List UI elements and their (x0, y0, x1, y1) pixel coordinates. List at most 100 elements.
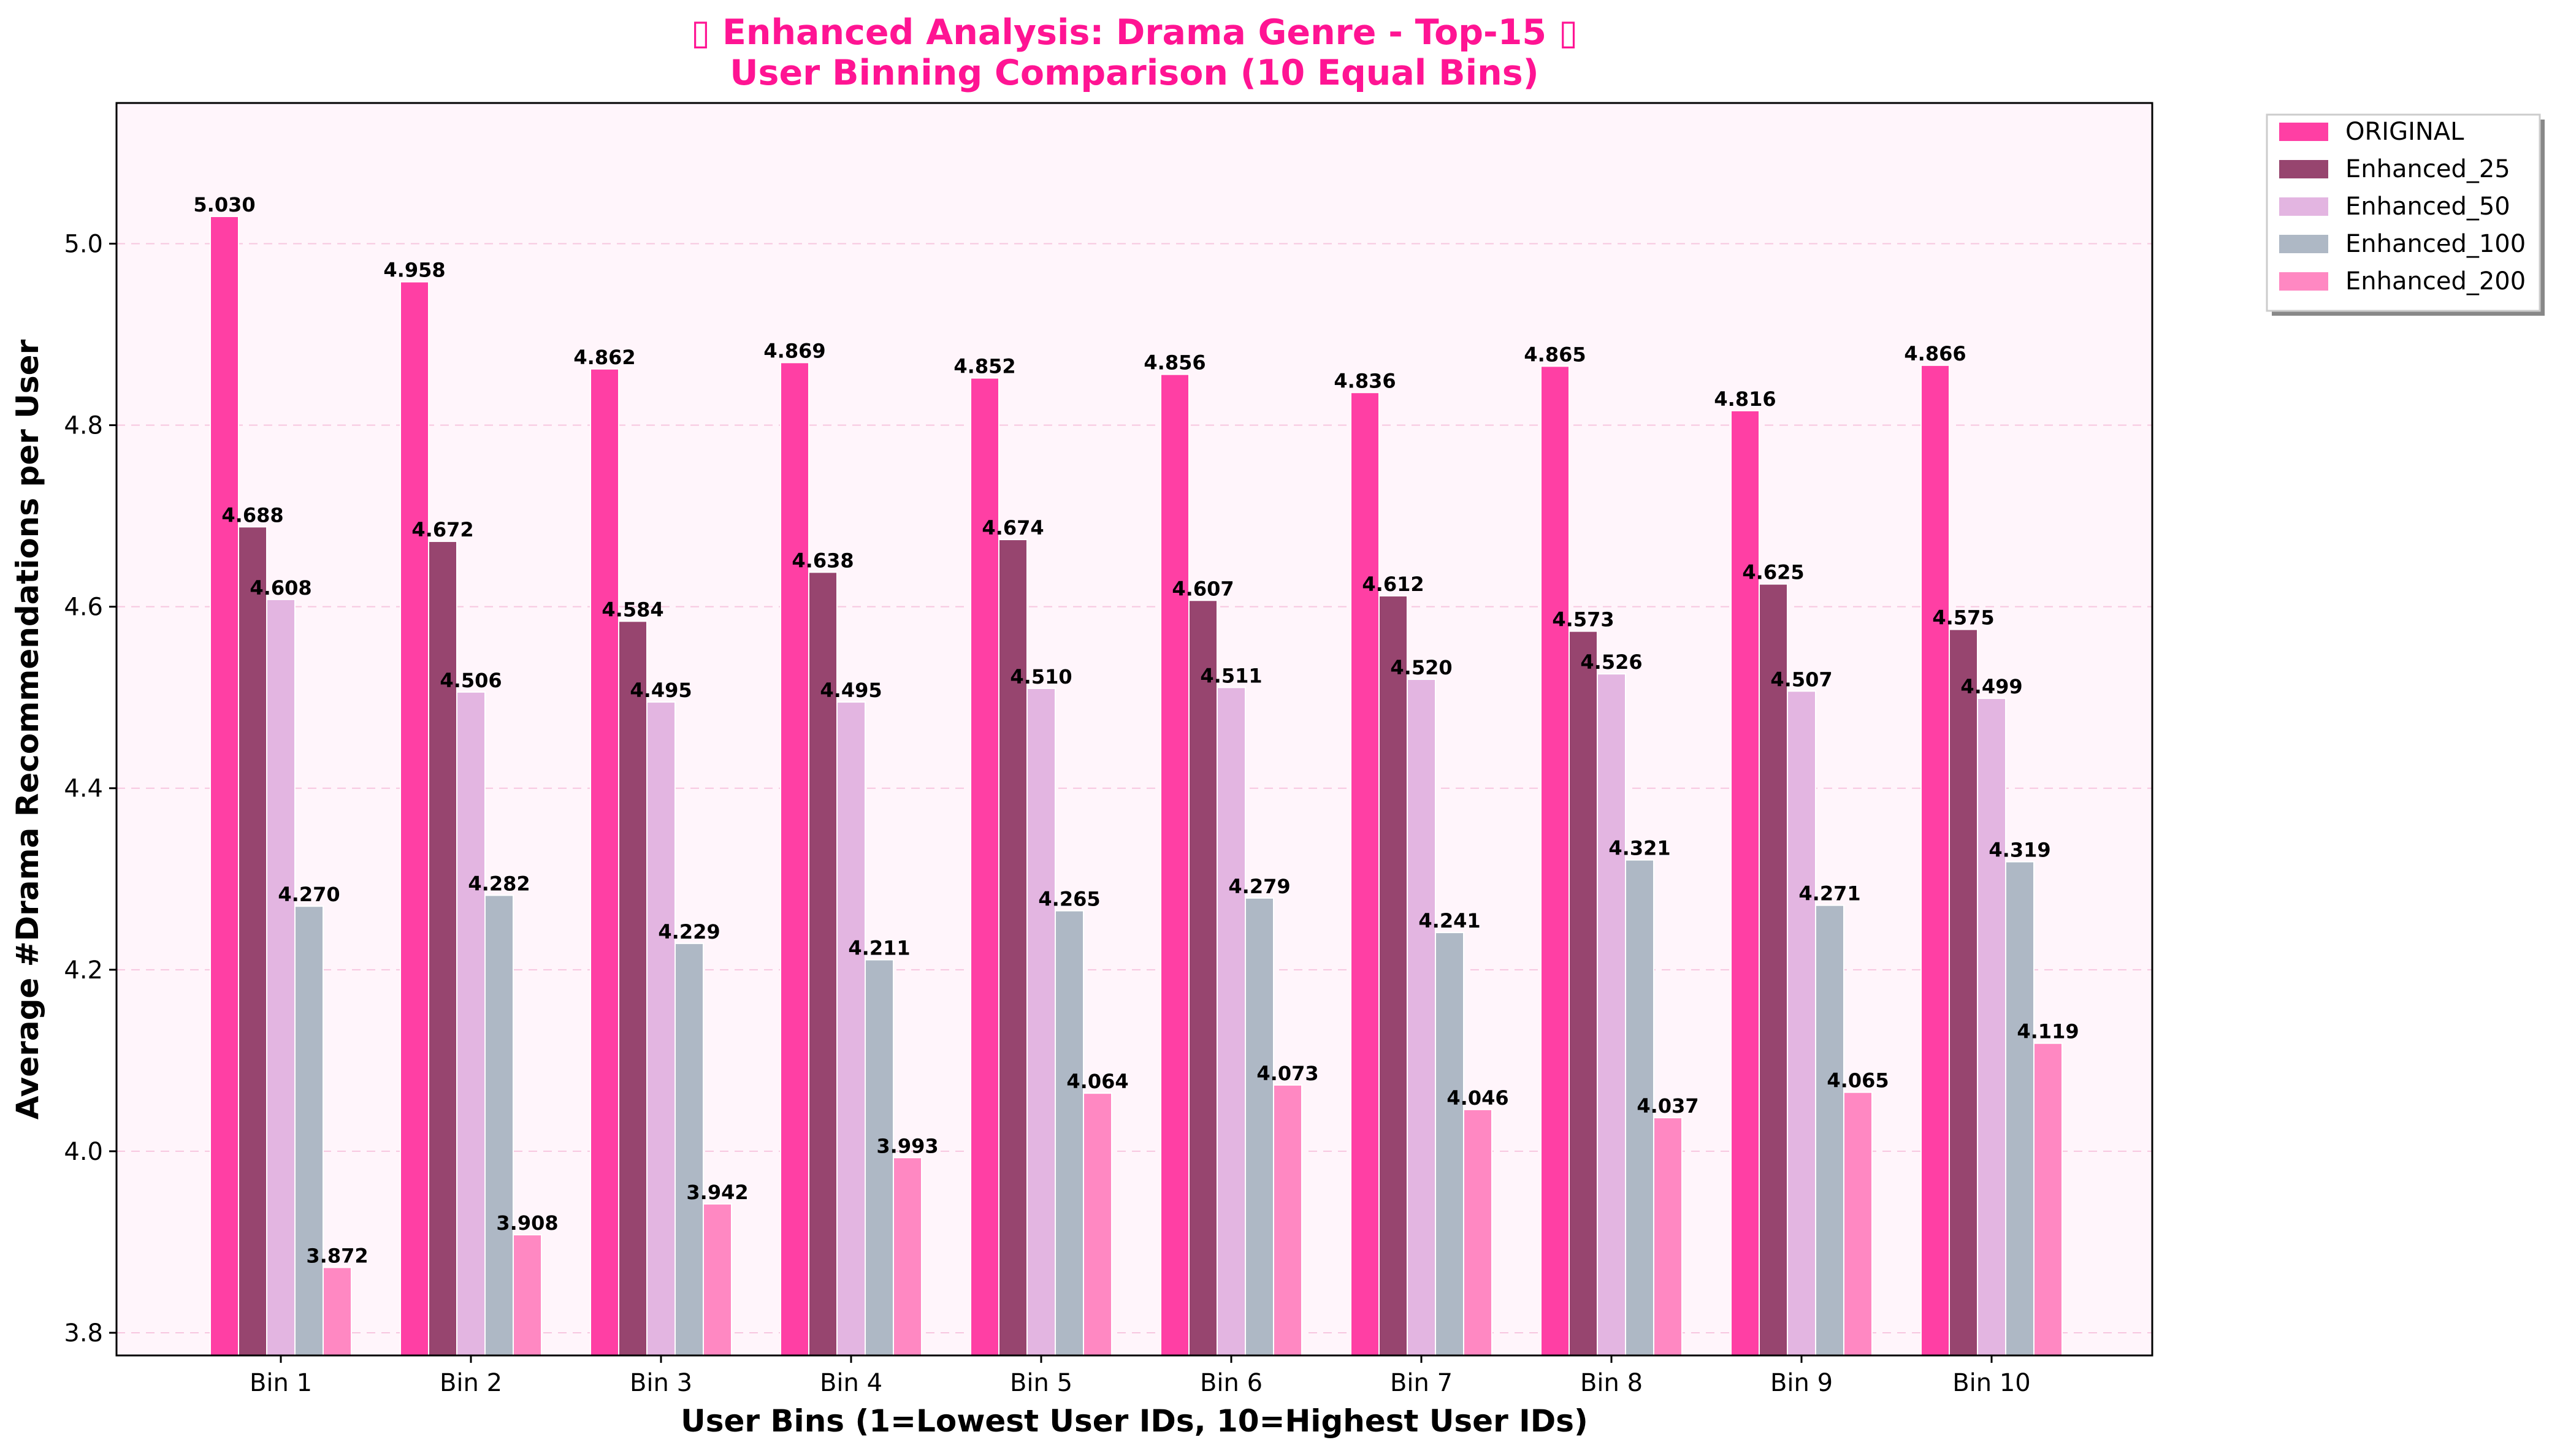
x-tick-label: Bin 8 (1580, 1369, 1643, 1397)
bar-enhanced_50-bin-5 (1026, 687, 1056, 1356)
y-axis-label: Average #Drama Recommendations per User (10, 339, 45, 1119)
bar-enhanced_25-bin-2 (428, 541, 457, 1356)
bar-enhanced_50-bin-2 (456, 691, 486, 1356)
data-label: 4.608 (250, 576, 311, 600)
legend-label: Enhanced_50 (2345, 192, 2510, 221)
data-label: 3.993 (876, 1134, 938, 1157)
data-label: 4.612 (1362, 573, 1424, 596)
bar-enhanced_100-bin-5 (1055, 910, 1084, 1356)
bar-enhanced_50-bin-9 (1787, 690, 1816, 1356)
data-label: 3.872 (306, 1244, 368, 1267)
data-label: 4.495 (630, 679, 692, 702)
bar-enhanced_50-bin-7 (1407, 679, 1436, 1356)
bar-enhanced_25-bin-10 (1949, 628, 1978, 1356)
data-label: 4.856 (1144, 351, 1205, 375)
data-label: 4.282 (468, 872, 530, 895)
bar-enhanced_25-bin-6 (1188, 600, 1218, 1356)
x-tick-label: Bin 9 (1770, 1369, 1833, 1397)
bar-enhanced_200-bin-5 (1083, 1092, 1112, 1356)
data-label: 4.958 (383, 259, 445, 282)
plot-frame (115, 102, 2153, 1357)
data-label: 4.499 (1960, 675, 2022, 698)
bar-enhanced_200-bin-10 (2033, 1042, 2063, 1357)
bar-enhanced_200-bin-4 (893, 1157, 922, 1357)
bar-enhanced_25-bin-1 (238, 526, 267, 1356)
bar-enhanced_50-bin-10 (1977, 698, 2006, 1356)
x-tick-label: Bin 3 (630, 1369, 692, 1397)
bar-enhanced_200-bin-3 (703, 1203, 732, 1356)
bar-enhanced_50-bin-1 (266, 598, 296, 1356)
data-label: 4.862 (573, 346, 635, 369)
legend-swatch (2279, 160, 2328, 178)
y-tick-label: 4.8 (64, 412, 103, 440)
legend-label: Enhanced_200 (2345, 267, 2526, 295)
x-tick-label: Bin 2 (440, 1369, 502, 1397)
bar-original-bin-8 (1540, 365, 1570, 1357)
bar-enhanced_100-bin-10 (2005, 861, 2035, 1356)
bar-enhanced_100-bin-7 (1435, 932, 1464, 1357)
x-axis-ticks: Bin 1 Bin 2 Bin 3 Bin 4 Bin 5 Bin 6 Bin 7 Bin 8… (250, 1355, 2031, 1397)
data-label: 4.046 (1446, 1086, 1508, 1110)
bar-enhanced_100-bin-9 (1815, 904, 1844, 1356)
chart-title-line-2: User Binning Comparison (10 Equal Bins) (730, 53, 1538, 93)
data-label: 4.511 (1200, 664, 1262, 687)
data-label: 4.638 (792, 549, 854, 572)
bar-original-bin-2 (400, 281, 429, 1357)
data-label: 4.852 (953, 355, 1015, 378)
bar-enhanced_200-bin-9 (1843, 1091, 1873, 1357)
data-label: 4.319 (1989, 839, 2050, 862)
data-label: 4.037 (1637, 1094, 1698, 1118)
bar-original-bin-9 (1730, 410, 1760, 1356)
x-tick-label: Bin 5 (1010, 1369, 1072, 1397)
legend-swatch (2279, 123, 2328, 141)
data-labels-group: 5.030 4.688 4.608 4.270 3.872 4.958 4.672 4.506… (193, 193, 2079, 1267)
bar-enhanced_25-bin-3 (618, 620, 648, 1356)
legend-label: ORIGINAL (2345, 118, 2464, 146)
bar-enhanced_50-bin-8 (1597, 673, 1626, 1356)
chart-title-line-1: ▯ Enhanced Analysis: Drama Genre - Top-1… (691, 12, 1578, 53)
bar-enhanced_100-bin-8 (1625, 859, 1654, 1356)
legend-swatch (2279, 272, 2328, 291)
data-label: 4.625 (1742, 561, 1804, 584)
data-label: 3.908 (496, 1211, 558, 1235)
bar-enhanced_50-bin-4 (836, 701, 866, 1356)
bar-enhanced_100-bin-2 (484, 894, 514, 1356)
bar-enhanced_200-bin-6 (1273, 1084, 1302, 1356)
data-label: 4.321 (1608, 837, 1670, 860)
x-tick-label: Bin 1 (250, 1369, 312, 1397)
y-tick-label: 4.2 (64, 956, 103, 985)
bar-enhanced_25-bin-9 (1759, 583, 1788, 1356)
data-label: 4.607 (1172, 577, 1234, 600)
data-label: 4.866 (1904, 342, 1966, 365)
data-label: 4.575 (1932, 606, 1994, 630)
y-tick-label: 4.6 (64, 593, 103, 622)
data-label: 4.270 (278, 883, 340, 906)
bar-enhanced_50-bin-6 (1217, 687, 1246, 1356)
legend-swatch (2279, 197, 2328, 216)
bar-original-bin-3 (590, 368, 619, 1357)
data-label: 4.584 (602, 598, 663, 621)
bar-enhanced_200-bin-2 (513, 1234, 542, 1356)
bar-original-bin-1 (210, 216, 239, 1357)
data-label: 4.836 (1334, 369, 1396, 392)
legend-label: Enhanced_25 (2345, 155, 2510, 183)
data-label: 4.065 (1827, 1069, 1889, 1092)
y-tick-label: 5.0 (64, 230, 103, 258)
y-tick-label: 4.4 (64, 775, 103, 803)
bar-original-bin-7 (1350, 392, 1380, 1356)
bar-enhanced_200-bin-1 (323, 1267, 352, 1356)
data-label: 4.672 (411, 518, 473, 541)
data-label: 4.520 (1390, 656, 1452, 679)
bar-original-bin-4 (780, 362, 809, 1357)
x-tick-label: Bin 6 (1200, 1369, 1263, 1397)
data-label: 3.942 (686, 1181, 748, 1204)
data-label: 4.506 (440, 669, 502, 692)
legend-swatch (2279, 235, 2328, 253)
data-label: 4.674 (982, 516, 1044, 539)
bar-enhanced_50-bin-3 (646, 701, 676, 1356)
bar-enhanced_100-bin-6 (1245, 897, 1274, 1356)
bar-enhanced_100-bin-4 (865, 959, 894, 1356)
data-label: 4.688 (221, 503, 283, 527)
bar-enhanced_200-bin-8 (1653, 1117, 1683, 1356)
